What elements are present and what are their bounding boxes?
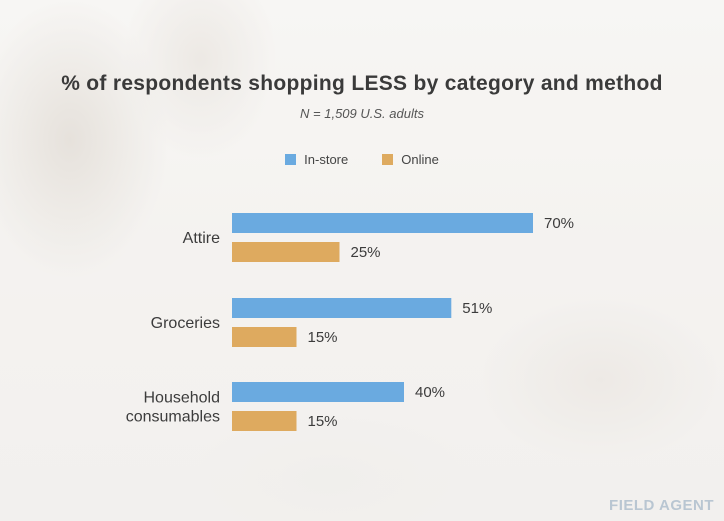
bar-online-1 <box>232 327 297 347</box>
legend-label-in-store: In-store <box>304 152 349 167</box>
field-agent-logo: FIELD AGENT <box>609 497 714 514</box>
category-label: Attire <box>183 230 220 247</box>
data-label: 15% <box>308 413 338 430</box>
legend-item-online: Online <box>382 152 439 167</box>
data-label: 40% <box>415 384 445 401</box>
chart-subtitle: N = 1,509 U.S. adults <box>300 106 424 121</box>
bar-in-store-1 <box>232 298 452 318</box>
category-label: Household <box>144 390 221 407</box>
bar-online-0 <box>232 242 340 262</box>
data-label: 15% <box>308 329 338 346</box>
category-label: consumables <box>126 409 220 426</box>
chart-title: % of respondents shopping LESS by catego… <box>61 72 663 95</box>
bar-online-2 <box>232 411 297 431</box>
legend-item-in-store: In-store <box>285 152 348 167</box>
legend: In-store Online <box>0 152 724 167</box>
bar-in-store-2 <box>232 382 404 402</box>
data-label: 25% <box>351 244 381 261</box>
legend-swatch-online <box>382 154 394 165</box>
bar-in-store-0 <box>232 213 533 233</box>
category-label: Groceries <box>151 315 220 332</box>
legend-swatch-in-store <box>285 154 297 165</box>
legend-label-online: Online <box>401 152 439 167</box>
data-label: 70% <box>544 215 574 232</box>
data-label: 51% <box>462 300 492 317</box>
